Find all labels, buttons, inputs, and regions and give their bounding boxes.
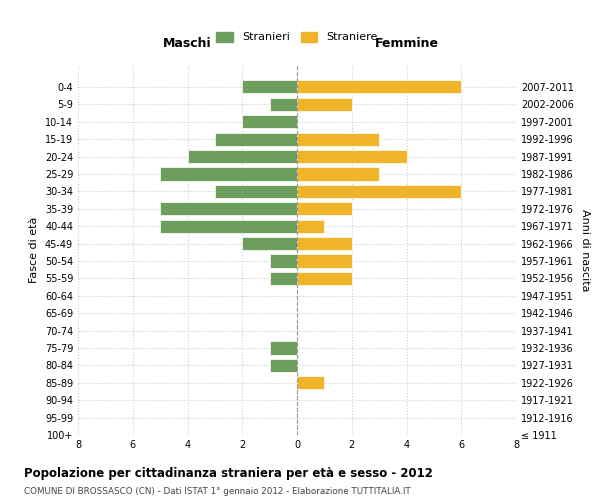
Bar	[269, 342, 297, 354]
Bar	[297, 132, 379, 145]
Bar	[297, 168, 379, 180]
Bar	[297, 237, 352, 250]
Bar	[160, 168, 297, 180]
Bar	[269, 254, 297, 268]
Bar	[297, 150, 407, 163]
Bar	[242, 115, 297, 128]
Bar	[269, 272, 297, 285]
Bar	[297, 98, 352, 111]
Bar	[160, 220, 297, 232]
Text: COMUNE DI BROSSASCO (CN) - Dati ISTAT 1° gennaio 2012 - Elaborazione TUTTITALIA.: COMUNE DI BROSSASCO (CN) - Dati ISTAT 1°…	[24, 488, 411, 496]
Bar	[269, 359, 297, 372]
Bar	[297, 220, 325, 232]
Bar	[297, 202, 352, 215]
Bar	[160, 202, 297, 215]
Legend: Stranieri, Straniere: Stranieri, Straniere	[211, 26, 383, 48]
Bar	[269, 98, 297, 111]
Bar	[297, 272, 352, 285]
Bar	[187, 150, 297, 163]
Bar	[215, 132, 297, 145]
Bar	[297, 254, 352, 268]
Bar	[242, 237, 297, 250]
Y-axis label: Anni di nascita: Anni di nascita	[580, 209, 590, 291]
Bar	[215, 185, 297, 198]
Text: Popolazione per cittadinanza straniera per età e sesso - 2012: Popolazione per cittadinanza straniera p…	[24, 468, 433, 480]
Y-axis label: Fasce di età: Fasce di età	[29, 217, 39, 283]
Text: Maschi: Maschi	[163, 37, 212, 50]
Bar	[297, 185, 461, 198]
Bar	[297, 376, 325, 390]
Bar	[242, 80, 297, 94]
Bar	[297, 80, 461, 94]
Text: Femmine: Femmine	[374, 37, 439, 50]
